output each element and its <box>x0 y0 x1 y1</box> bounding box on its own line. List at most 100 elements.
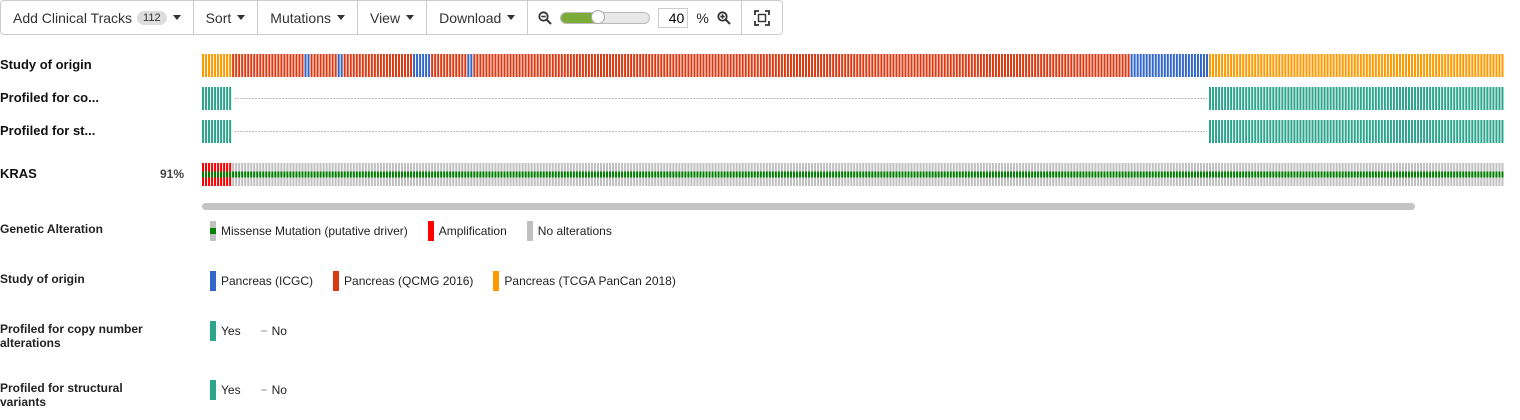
kras-missense-mark[interactable] <box>331 171 334 178</box>
kras-missense-mark[interactable] <box>633 171 636 178</box>
profiled-cna-cell[interactable] <box>1395 87 1398 110</box>
study-cell[interactable] <box>940 54 943 77</box>
study-cell[interactable] <box>1380 54 1383 77</box>
kras-missense-mark[interactable] <box>1456 171 1459 178</box>
profiled-cna-cell[interactable] <box>223 87 226 110</box>
study-cell[interactable] <box>1477 54 1480 77</box>
kras-missense-mark[interactable] <box>1073 171 1076 178</box>
study-cell[interactable] <box>443 54 446 77</box>
study-cell[interactable] <box>630 54 633 77</box>
view-button[interactable]: View <box>358 1 428 34</box>
study-cell[interactable] <box>373 54 376 77</box>
kras-missense-mark[interactable] <box>482 171 485 178</box>
kras-missense-mark[interactable] <box>244 171 247 178</box>
profiled-sv-cell[interactable] <box>1401 120 1404 143</box>
study-cell[interactable] <box>982 54 985 77</box>
kras-missense-mark[interactable] <box>355 171 358 178</box>
profiled-sv-cell[interactable] <box>205 120 208 143</box>
study-cell[interactable] <box>259 54 262 77</box>
kras-missense-mark[interactable] <box>373 171 376 178</box>
kras-missense-mark[interactable] <box>1278 171 1281 178</box>
kras-missense-mark[interactable] <box>1202 171 1205 178</box>
kras-missense-mark[interactable] <box>934 171 937 178</box>
profiled-sv-cell[interactable] <box>1245 120 1248 143</box>
kras-missense-mark[interactable] <box>889 171 892 178</box>
kras-missense-mark[interactable] <box>581 171 584 178</box>
profiled-cna-cell[interactable] <box>1438 87 1441 110</box>
study-cell[interactable] <box>1296 54 1299 77</box>
study-cell[interactable] <box>572 54 575 77</box>
kras-missense-mark[interactable] <box>1091 171 1094 178</box>
kras-missense-mark[interactable] <box>1103 171 1106 178</box>
profiled-sv-cell[interactable] <box>1317 120 1320 143</box>
study-cell[interactable] <box>910 54 913 77</box>
kras-missense-mark[interactable] <box>370 171 373 178</box>
study-cell[interactable] <box>440 54 443 77</box>
study-cell[interactable] <box>238 54 241 77</box>
study-cell[interactable] <box>316 54 319 77</box>
study-cell[interactable] <box>1302 54 1305 77</box>
kras-missense-mark[interactable] <box>352 171 355 178</box>
kras-missense-mark[interactable] <box>1242 171 1245 178</box>
profiled-sv-cell[interactable] <box>1374 120 1377 143</box>
kras-missense-mark[interactable] <box>777 171 780 178</box>
kras-missense-mark[interactable] <box>759 171 762 178</box>
profiled-sv-cell[interactable] <box>1459 120 1462 143</box>
kras-missense-mark[interactable] <box>708 171 711 178</box>
study-cell[interactable] <box>1227 54 1230 77</box>
profiled-sv-cell[interactable] <box>1365 120 1368 143</box>
profiled-cna-cell[interactable] <box>1486 87 1489 110</box>
study-cell[interactable] <box>1335 54 1338 77</box>
kras-missense-mark[interactable] <box>1245 171 1248 178</box>
study-cell[interactable] <box>699 54 702 77</box>
profiled-cna-cell[interactable] <box>1311 87 1314 110</box>
study-cell[interactable] <box>367 54 370 77</box>
study-cell[interactable] <box>1468 54 1471 77</box>
kras-missense-mark[interactable] <box>645 171 648 178</box>
kras-missense-mark[interactable] <box>325 171 328 178</box>
study-cell[interactable] <box>271 54 274 77</box>
profiled-cna-cell[interactable] <box>1456 87 1459 110</box>
study-cell[interactable] <box>1028 54 1031 77</box>
study-cell[interactable] <box>229 54 232 77</box>
study-cell[interactable] <box>382 54 385 77</box>
profiled-cna-cell[interactable] <box>1218 87 1221 110</box>
study-cell[interactable] <box>898 54 901 77</box>
study-cell[interactable] <box>1124 54 1127 77</box>
study-cell[interactable] <box>518 54 521 77</box>
study-cell[interactable] <box>286 54 289 77</box>
study-cell[interactable] <box>1184 54 1187 77</box>
study-cell[interactable] <box>651 54 654 77</box>
study-cell[interactable] <box>756 54 759 77</box>
study-cell[interactable] <box>1082 54 1085 77</box>
kras-missense-mark[interactable] <box>976 171 979 178</box>
kras-missense-mark[interactable] <box>349 171 352 178</box>
study-cell[interactable] <box>1248 54 1251 77</box>
kras-missense-mark[interactable] <box>515 171 518 178</box>
study-cell[interactable] <box>1193 54 1196 77</box>
kras-missense-mark[interactable] <box>955 171 958 178</box>
study-cell[interactable] <box>1151 54 1154 77</box>
study-cell[interactable] <box>678 54 681 77</box>
study-cell[interactable] <box>1332 54 1335 77</box>
study-cell[interactable] <box>1242 54 1245 77</box>
study-cell[interactable] <box>1474 54 1477 77</box>
study-cell[interactable] <box>967 54 970 77</box>
study-cell[interactable] <box>943 54 946 77</box>
profiled-sv-cell[interactable] <box>1474 120 1477 143</box>
kras-missense-mark[interactable] <box>1356 171 1359 178</box>
study-cell[interactable] <box>795 54 798 77</box>
study-cell[interactable] <box>1459 54 1462 77</box>
kras-missense-mark[interactable] <box>913 171 916 178</box>
study-cell[interactable] <box>934 54 937 77</box>
study-cell[interactable] <box>1323 54 1326 77</box>
profiled-sv-cell[interactable] <box>1293 120 1296 143</box>
study-cell[interactable] <box>434 54 437 77</box>
kras-missense-mark[interactable] <box>795 171 798 178</box>
kras-missense-mark[interactable] <box>1284 171 1287 178</box>
kras-missense-mark[interactable] <box>449 171 452 178</box>
study-cell[interactable] <box>1172 54 1175 77</box>
kras-missense-mark[interactable] <box>916 171 919 178</box>
study-cell[interactable] <box>1088 54 1091 77</box>
study-cell[interactable] <box>313 54 316 77</box>
